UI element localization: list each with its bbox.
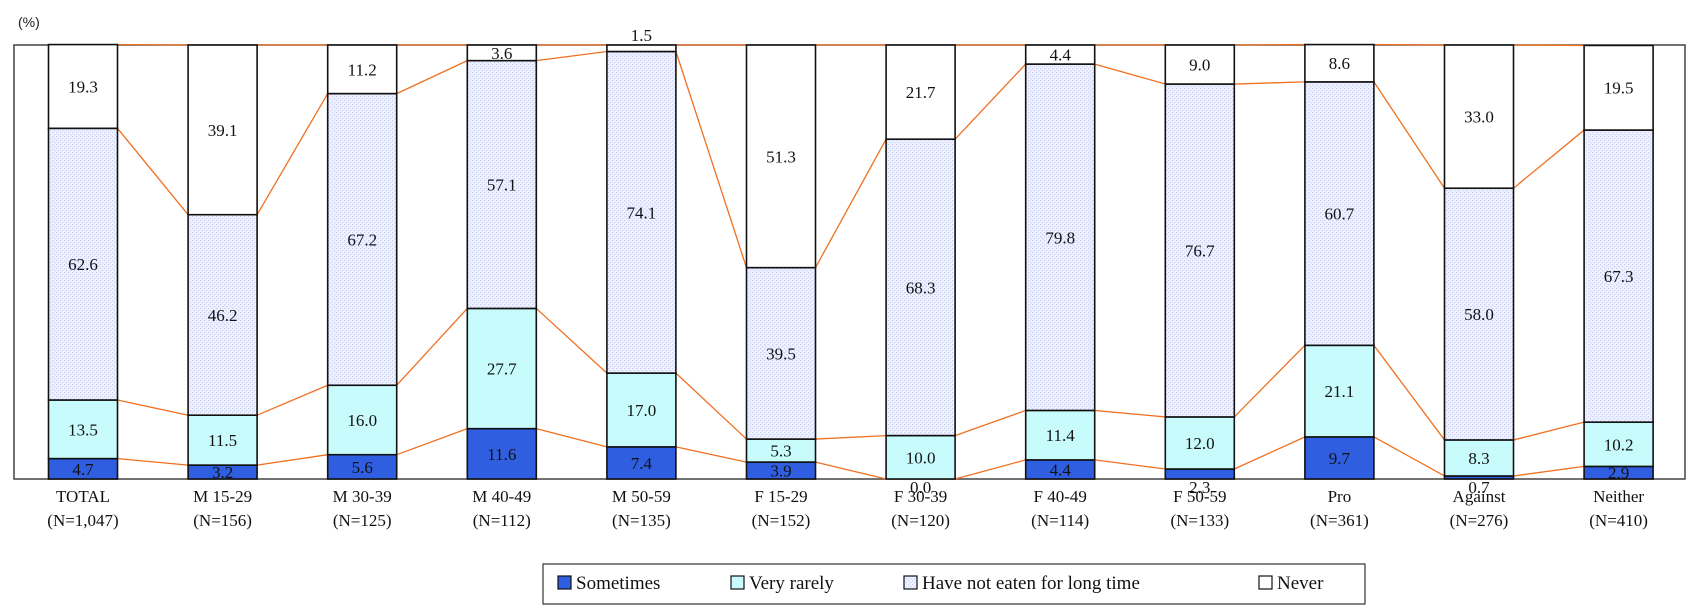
data-label: 16.0 [347,411,377,430]
x-tick-label: M 30-39 [333,487,392,506]
x-tick-sublabel: (N=361) [1310,511,1369,530]
data-label: 1.5 [631,26,652,45]
legend-label: Very rarely [749,573,834,594]
data-label: 4.4 [1050,46,1072,65]
data-label: 2.9 [1608,464,1629,483]
legend-label: Never [1277,573,1324,594]
data-label: 12.0 [1185,434,1215,453]
data-label: 4.4 [1050,460,1072,479]
data-label: 74.1 [627,203,657,222]
data-label: 11.4 [1046,426,1076,445]
data-label: 9.7 [1329,449,1351,468]
data-label: 67.3 [1604,267,1634,286]
data-label: 60.7 [1325,205,1355,224]
x-tick-sublabel: (N=276) [1450,511,1509,530]
x-tick-sublabel: (N=112) [473,511,531,530]
legend-label: Have not eaten for long time [922,573,1140,594]
x-tick-label: M 50-59 [612,487,671,506]
x-tick-sublabel: (N=152) [752,511,811,530]
unit-label: (%) [18,14,40,30]
data-label: 68.3 [906,278,936,297]
x-tick-label: F 40-49 [1034,487,1087,506]
x-tick-label: F 15-29 [754,487,807,506]
x-tick-label: M 15-29 [193,487,252,506]
data-label: 10.0 [906,448,936,467]
data-label: 27.7 [487,360,517,379]
legend-swatch [731,576,744,589]
data-label: 21.7 [906,83,936,102]
x-tick-sublabel: (N=135) [612,511,671,530]
data-label: 9.0 [1189,56,1210,75]
data-label: 39.1 [208,121,238,140]
data-label: 76.7 [1185,241,1215,260]
data-label: 8.3 [1468,449,1489,468]
x-tick-sublabel: (N=133) [1170,511,1229,530]
data-label: 3.6 [491,44,512,63]
data-label: 67.2 [347,230,377,249]
data-label: 19.3 [68,77,98,96]
data-label: 62.6 [68,255,98,274]
data-label: 5.6 [352,458,373,477]
x-tick-sublabel: (N=120) [891,511,950,530]
data-label: 79.8 [1045,228,1075,247]
data-label: 33.0 [1464,108,1494,127]
data-label: 19.5 [1604,79,1634,98]
x-tick-sublabel: (N=1,047) [47,511,118,530]
data-label: 5.3 [770,442,791,461]
data-label: 39.5 [766,344,796,363]
data-label: 51.3 [766,147,796,166]
data-label: 57.1 [487,176,517,195]
x-tick-label: F 50-59 [1173,487,1226,506]
data-label: 4.7 [72,460,94,479]
legend-swatch [904,576,917,589]
data-label: 58.0 [1464,305,1494,324]
x-tick-sublabel: (N=410) [1589,511,1648,530]
legend: Sometimes Very rarely Have not eaten for l… [543,564,1365,604]
data-label: 3.2 [212,463,233,482]
data-label: 3.9 [770,462,791,481]
x-tick-label: Neither [1593,487,1644,506]
x-tick-sublabel: (N=114) [1031,511,1089,530]
data-label: 13.5 [68,420,98,439]
x-tick-label: M 40-49 [472,487,531,506]
x-tick-sublabel: (N=156) [193,511,252,530]
legend-swatch [558,576,571,589]
x-axis-labels: TOTAL (N=1,047) M 15-29 (N=156) M 30-39 (N=12… [47,487,1648,530]
bar-segment-never [607,45,676,52]
data-label: 7.4 [631,454,653,473]
plot-area-frame [14,45,1685,479]
legend-label: Sometimes [576,573,660,594]
x-tick-sublabel: (N=125) [333,511,392,530]
data-label: 17.0 [627,401,657,420]
x-tick-label: Pro [1328,487,1352,506]
data-label: 11.6 [487,445,516,464]
data-label: 11.2 [348,60,377,79]
data-label: 46.2 [208,306,238,325]
x-tick-label: F 30-39 [894,487,947,506]
data-label: 21.1 [1325,382,1355,401]
data-label: 10.2 [1604,435,1634,454]
data-label: 8.6 [1329,54,1350,73]
legend-swatch [1259,576,1272,589]
data-label: 11.5 [208,431,237,450]
x-tick-label: TOTAL [56,487,110,506]
x-tick-label: Against [1453,487,1506,506]
